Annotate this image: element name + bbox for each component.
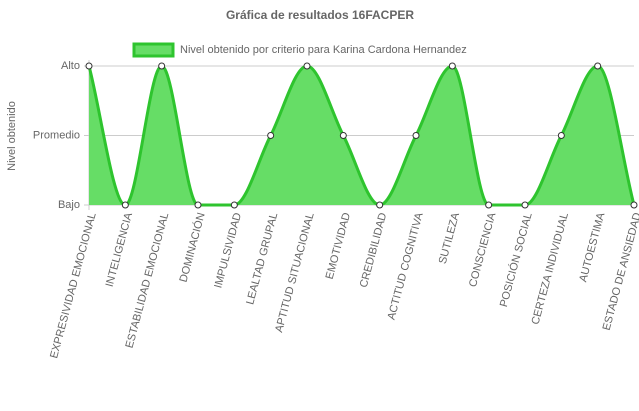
point — [630, 201, 638, 209]
x-tick-label: LEALTAD GRUPAL — [244, 211, 280, 306]
point — [194, 201, 202, 209]
x-tick-label: INTELIGENCIA — [104, 211, 136, 289]
point — [448, 62, 456, 70]
x-tick-label: SUTILEZA — [437, 211, 462, 266]
chart-title: Gráfica de resultados 16FACPER — [226, 8, 414, 22]
point — [521, 201, 529, 209]
legend-swatch — [132, 42, 175, 58]
point — [485, 201, 493, 209]
x-tick-label: CONSCIENCIA — [467, 211, 499, 289]
x-tick-label: ACTITUD COGNITIVA — [386, 211, 426, 321]
x-tick-label: DOMINACIÓN — [177, 211, 208, 283]
x-tick-label: APTITUD SITUACIONAL — [273, 211, 317, 333]
x-tick-label: EXPRESIVIDAD EMOCIONAL — [48, 211, 99, 359]
x-tick-label: AUTOESTIMA — [577, 211, 607, 284]
point — [303, 62, 311, 70]
x-tick-label: ESTADO DE ANSIEDAD — [601, 211, 639, 331]
x-tick-label: IMPULSIVIDAD — [212, 211, 244, 289]
point — [339, 132, 347, 139]
x-tick-label: CREDIBILIDAD — [358, 211, 390, 289]
point — [267, 132, 275, 139]
point — [412, 132, 420, 139]
point — [158, 62, 166, 70]
y-tick-label: Bajo — [58, 199, 80, 211]
x-tick-label: POSICIÓN SOCIAL — [497, 211, 535, 308]
point — [594, 62, 602, 70]
y-axis-title: Nivel obtenido — [6, 101, 18, 171]
legend-label: Nivel obtenido por criterio para Karina … — [180, 44, 467, 56]
point — [121, 201, 129, 209]
point — [376, 201, 384, 209]
x-tick-label: ESTABILIDAD EMOCIONAL — [124, 211, 172, 349]
y-tick-label: Alto — [61, 60, 80, 72]
x-tick-label: EMOTIVIDAD — [324, 211, 353, 280]
point — [557, 132, 565, 139]
area — [89, 66, 634, 205]
y-tick-label: Promedio — [33, 129, 80, 141]
point — [85, 62, 93, 70]
x-tick-label: CERTEZA INDIVIDUAL — [530, 211, 571, 326]
point — [230, 201, 238, 209]
